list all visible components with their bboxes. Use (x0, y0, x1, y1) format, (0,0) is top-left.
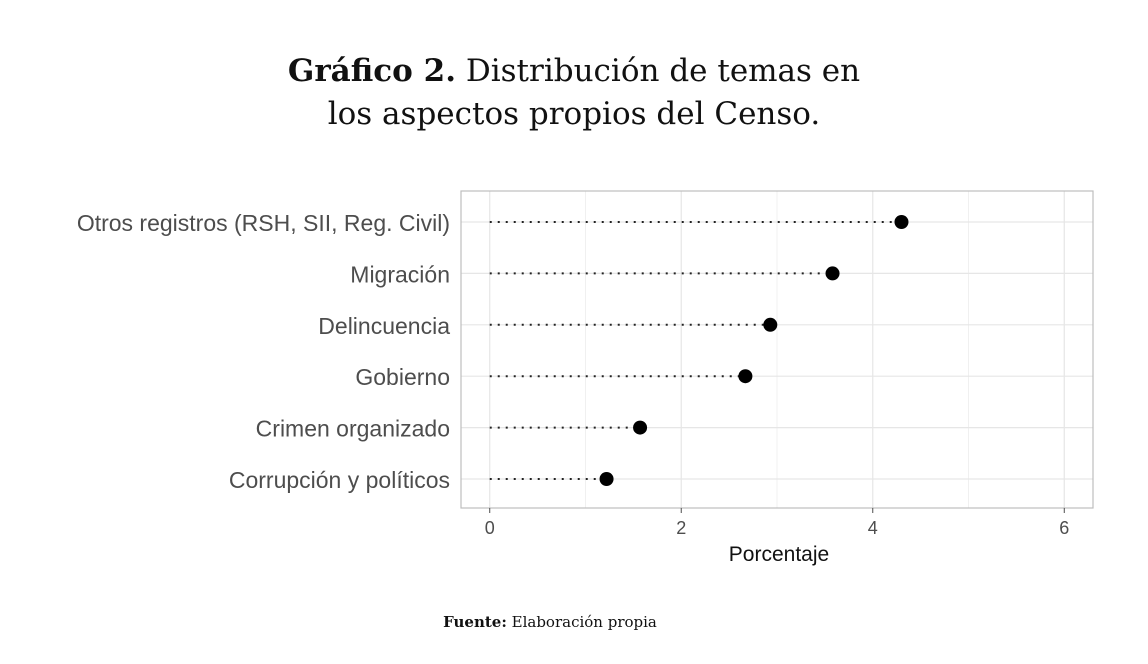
dot-plot-chart: Otros registros (RSH, SII, Reg. Civil) Mi… (77, 190, 1094, 566)
source-label: Fuente: (443, 613, 507, 631)
chart-title-line-2: los aspectos propios del Censo. (327, 96, 821, 132)
category-label: Migración (350, 261, 450, 287)
data-point (738, 369, 753, 384)
category-label: Corrupción y políticos (229, 467, 450, 493)
category-label: Otros registros (RSH, SII, Reg. Civil) (77, 210, 450, 236)
x-tick-label: 0 (485, 518, 495, 538)
category-label: Crimen organizado (256, 416, 450, 442)
category-label: Gobierno (355, 364, 450, 390)
data-point (633, 420, 648, 435)
data-point (894, 215, 909, 229)
chart-title-prefix: Gráfico 2. (287, 53, 457, 89)
source-text: Elaboración propia (511, 613, 657, 631)
chart-title-text-1: Distribución de temas en (465, 53, 861, 89)
data-point (599, 472, 614, 486)
chart-title-line-1: Gráfico 2. Distribución de temas en (0, 50, 1148, 92)
source-note: Fuente: Elaboración propia (0, 613, 1100, 631)
plot-border (460, 190, 1094, 509)
category-label: Delincuencia (318, 313, 450, 339)
data-point (825, 266, 840, 281)
x-tick-label: 4 (868, 518, 878, 538)
x-axis-label: Porcentaje (729, 543, 829, 566)
x-tick-label: 6 (1059, 518, 1069, 538)
x-tick-label: 2 (676, 518, 686, 538)
data-point (763, 317, 778, 332)
